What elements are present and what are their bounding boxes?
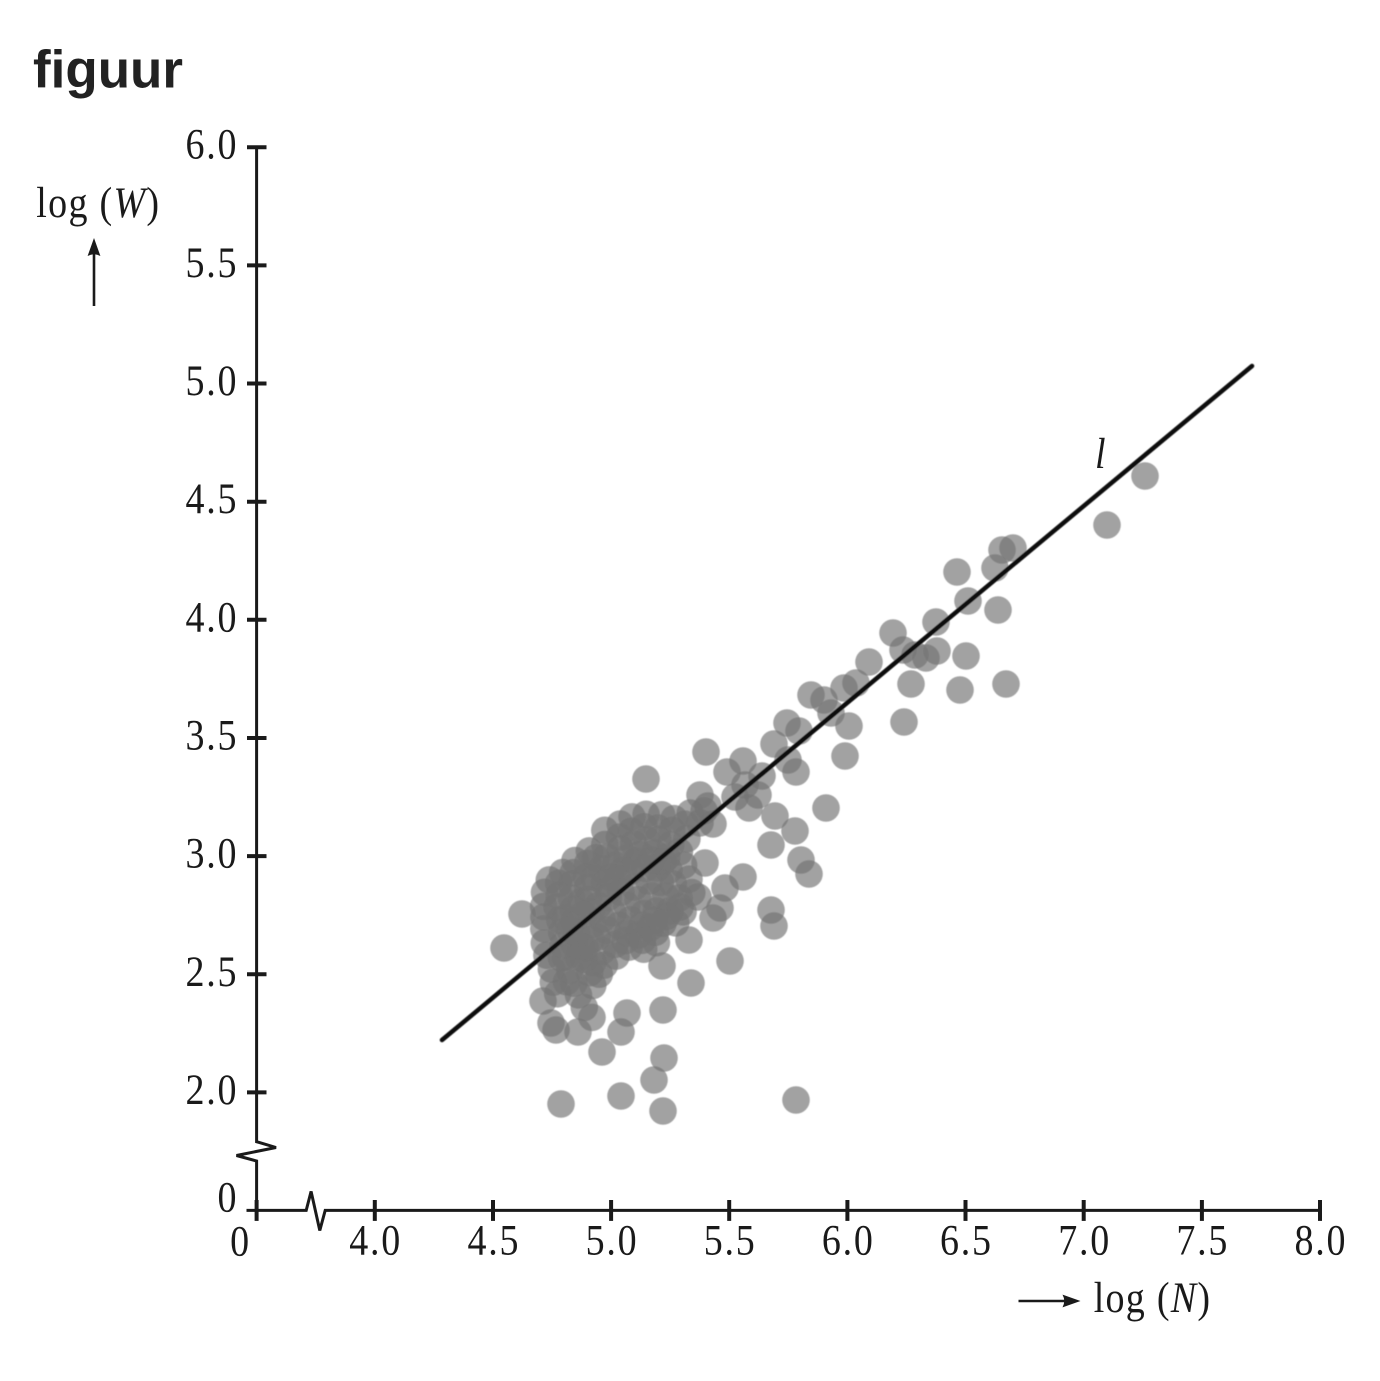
svg-text:4.5: 4.5	[468, 1215, 519, 1264]
svg-text:5.0: 5.0	[586, 1215, 637, 1264]
svg-text:2.0: 2.0	[186, 1064, 237, 1113]
svg-text:log (N): log (N)	[1094, 1272, 1210, 1321]
svg-text:6.0: 6.0	[822, 1215, 873, 1264]
svg-text:5.0: 5.0	[186, 355, 237, 404]
svg-text:7.0: 7.0	[1058, 1215, 1109, 1264]
svg-text:6.5: 6.5	[940, 1215, 991, 1264]
svg-text:3.5: 3.5	[186, 710, 237, 759]
svg-text:2.5: 2.5	[186, 946, 237, 995]
svg-text:5.5: 5.5	[704, 1215, 755, 1264]
svg-text:7.5: 7.5	[1176, 1215, 1227, 1264]
svg-text:l: l	[1095, 428, 1106, 477]
svg-text:8.0: 8.0	[1295, 1215, 1346, 1264]
svg-text:5.5: 5.5	[186, 237, 237, 286]
svg-text:3.0: 3.0	[186, 828, 237, 877]
svg-text:log (W): log (W)	[36, 177, 159, 226]
svg-text:4.0: 4.0	[349, 1215, 400, 1264]
svg-text:4.0: 4.0	[186, 592, 237, 641]
svg-text:0: 0	[218, 1172, 237, 1221]
svg-text:6.0: 6.0	[186, 119, 237, 168]
svg-text:figuur: figuur	[33, 41, 183, 100]
svg-text:0: 0	[230, 1216, 249, 1265]
svg-text:4.5: 4.5	[186, 474, 237, 523]
